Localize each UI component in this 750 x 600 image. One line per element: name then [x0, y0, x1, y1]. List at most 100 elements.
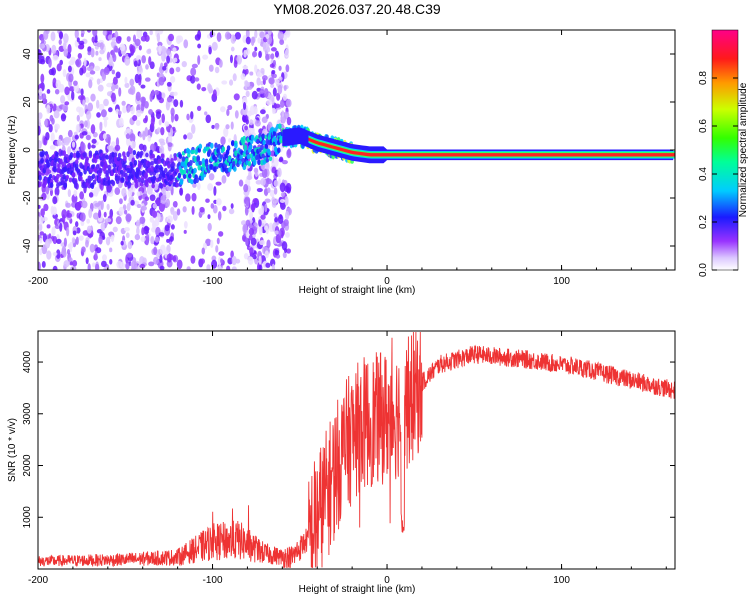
ridge-blob	[74, 159, 79, 165]
noise-blob	[190, 67, 197, 76]
noise-blob	[217, 265, 223, 270]
noise-blob	[38, 204, 41, 209]
noise-blob	[166, 55, 171, 64]
noise-blob	[191, 192, 197, 202]
snr-frame	[37, 330, 676, 570]
noise-blob	[110, 92, 116, 103]
ridge-blob	[175, 182, 180, 188]
noise-blob	[91, 262, 96, 268]
ridge-blob	[45, 153, 50, 160]
noise-blob	[165, 191, 171, 199]
noise-blob	[221, 80, 228, 85]
noise-blob	[230, 203, 234, 209]
noise-blob	[63, 136, 70, 146]
noise-blob	[46, 104, 51, 114]
ridge-blob	[65, 174, 70, 180]
noise-blob	[73, 189, 78, 197]
noise-blob	[250, 203, 256, 211]
noise-blob	[169, 91, 175, 97]
noise-blob	[129, 85, 136, 96]
noise-blob	[121, 100, 126, 106]
noise-blob	[252, 198, 259, 203]
noise-blob	[270, 47, 277, 52]
noise-blob	[144, 100, 149, 109]
snr-xlabel: Height of straight line (km)	[299, 584, 416, 595]
ridge-blob	[71, 172, 76, 178]
ridge-blob	[139, 150, 144, 156]
noise-blob	[215, 245, 219, 253]
noise-blob	[50, 31, 56, 42]
noise-blob	[157, 41, 163, 47]
snr-ytick-label: 3000	[22, 402, 33, 425]
noise-blob	[231, 255, 237, 266]
noise-blob	[132, 115, 138, 122]
noise-blob	[103, 266, 110, 270]
noise-blob	[196, 105, 202, 111]
noise-blob	[285, 64, 290, 73]
noise-blob	[72, 260, 78, 267]
noise-blob	[114, 187, 121, 195]
noise-blob	[98, 103, 105, 111]
noise-blob	[166, 81, 172, 87]
noise-blob	[71, 141, 76, 148]
noise-blob	[259, 239, 266, 246]
noise-blob	[114, 144, 121, 152]
noise-blob	[223, 127, 229, 138]
noise-blob	[76, 114, 80, 122]
ridge-blob	[184, 157, 189, 164]
ridge-blob	[86, 165, 91, 172]
noise-blob	[60, 113, 67, 122]
noise-blob	[79, 191, 85, 200]
snr-axes: -200 -100 0 100 1000 2000 3000 4000	[22, 331, 675, 586]
noise-blob	[266, 99, 273, 106]
ridge-blob	[267, 151, 272, 156]
noise-blob	[279, 156, 284, 162]
noise-blob	[197, 43, 202, 49]
noise-blob	[156, 127, 161, 133]
ridge-blob	[48, 173, 53, 179]
noise-blob	[111, 37, 118, 42]
noise-blob	[53, 110, 60, 119]
noise-blob	[115, 71, 121, 79]
noise-blob	[86, 225, 92, 234]
noise-blob	[49, 145, 56, 150]
noise-blob	[52, 235, 58, 245]
noise-blob	[150, 235, 155, 245]
ridge-blob	[159, 166, 164, 172]
ridge-blob	[134, 179, 139, 185]
noise-blob	[208, 64, 214, 72]
noise-blob	[230, 250, 234, 259]
noise-blob	[226, 265, 231, 270]
noise-blob	[97, 84, 104, 92]
noise-blob	[82, 99, 86, 107]
noise-blob	[281, 110, 285, 118]
noise-blob	[262, 42, 266, 52]
noise-blob	[102, 193, 107, 203]
noise-blob	[145, 240, 149, 246]
noise-blob	[266, 239, 271, 249]
noise-blob	[73, 80, 78, 86]
noise-blob	[261, 168, 268, 179]
noise-blob	[40, 37, 45, 44]
noise-blob	[254, 30, 258, 39]
noise-blob	[109, 258, 113, 265]
ridge-blob	[248, 144, 253, 150]
ridge-blob	[133, 159, 138, 166]
noise-blob	[112, 226, 118, 233]
ridge-blob	[261, 133, 265, 140]
noise-blob	[190, 111, 194, 120]
noise-blob	[83, 57, 87, 67]
noise-blob	[280, 99, 285, 108]
noise-blob	[81, 131, 88, 136]
ridge-blob	[230, 139, 235, 147]
noise-blob	[186, 132, 193, 140]
noise-blob	[145, 64, 149, 70]
noise-blob	[277, 31, 284, 40]
noise-blob	[273, 179, 279, 187]
noise-blob	[158, 202, 165, 212]
ridge-blob	[123, 155, 127, 162]
noise-blob	[69, 159, 74, 164]
noise-blob	[158, 76, 165, 86]
noise-blob	[170, 207, 174, 213]
noise-blob	[256, 187, 263, 193]
